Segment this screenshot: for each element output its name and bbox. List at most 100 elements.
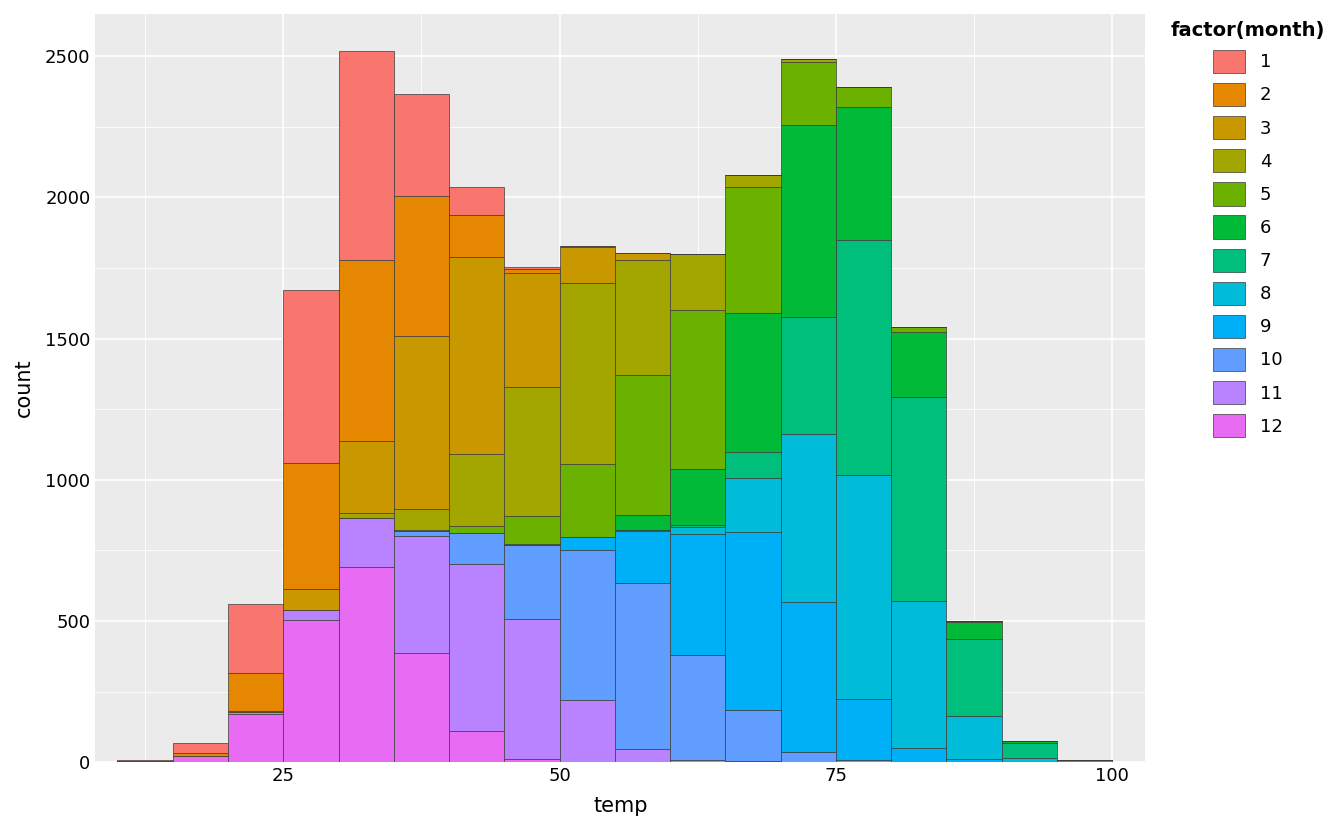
Bar — [228, 604, 284, 673]
Bar — [671, 656, 726, 759]
Bar — [616, 749, 671, 762]
Bar — [836, 240, 891, 475]
Bar — [449, 215, 504, 257]
Bar — [339, 518, 394, 519]
Bar — [836, 106, 891, 240]
Bar — [891, 749, 946, 762]
Bar — [394, 652, 449, 762]
Bar — [616, 530, 671, 583]
Bar — [891, 327, 946, 332]
Bar — [781, 62, 836, 124]
Bar — [394, 94, 449, 196]
Bar — [173, 753, 228, 755]
Bar — [671, 535, 726, 656]
Bar — [394, 336, 449, 509]
Bar — [339, 441, 394, 514]
Bar — [394, 509, 449, 530]
Bar — [504, 515, 559, 544]
Bar — [339, 519, 394, 567]
Bar — [228, 710, 284, 712]
Bar — [449, 187, 504, 215]
Bar — [781, 434, 836, 602]
Bar — [1001, 758, 1056, 762]
Bar — [671, 254, 726, 310]
Bar — [781, 752, 836, 762]
Bar — [781, 124, 836, 317]
Bar — [559, 536, 616, 537]
Bar — [559, 537, 616, 549]
Bar — [559, 246, 616, 247]
Bar — [671, 527, 726, 535]
Bar — [504, 269, 559, 273]
Bar — [284, 462, 339, 589]
Bar — [394, 531, 449, 535]
Bar — [284, 290, 339, 462]
Bar — [117, 761, 173, 762]
Bar — [559, 247, 616, 283]
Bar — [836, 87, 891, 106]
Bar — [726, 452, 781, 478]
Bar — [173, 743, 228, 753]
Bar — [394, 196, 449, 336]
Bar — [339, 51, 394, 260]
Bar — [173, 755, 228, 762]
Bar — [559, 464, 616, 536]
Bar — [228, 712, 284, 714]
Bar — [449, 257, 504, 454]
Bar — [726, 532, 781, 710]
Bar — [616, 515, 671, 530]
Bar — [781, 317, 836, 434]
Bar — [449, 525, 504, 533]
Bar — [504, 388, 559, 515]
Bar — [836, 475, 891, 699]
Bar — [228, 714, 284, 762]
Bar — [559, 283, 616, 464]
Bar — [946, 622, 1001, 639]
Bar — [616, 375, 671, 515]
Bar — [504, 618, 559, 759]
Bar — [1001, 743, 1056, 758]
Bar — [726, 175, 781, 187]
Bar — [284, 589, 339, 610]
Legend: 1, 2, 3, 4, 5, 6, 7, 8, 9, 10, 11, 12: 1, 2, 3, 4, 5, 6, 7, 8, 9, 10, 11, 12 — [1165, 16, 1331, 443]
Bar — [836, 760, 891, 762]
Bar — [891, 601, 946, 749]
Bar — [726, 761, 781, 762]
Bar — [836, 699, 891, 760]
Bar — [946, 639, 1001, 715]
Bar — [891, 397, 946, 601]
Bar — [726, 313, 781, 452]
Bar — [504, 759, 559, 762]
Bar — [671, 525, 726, 527]
Bar — [726, 710, 781, 761]
Bar — [616, 253, 671, 260]
Bar — [726, 478, 781, 532]
Bar — [504, 545, 559, 618]
Bar — [449, 454, 504, 525]
Bar — [726, 187, 781, 313]
Bar — [449, 731, 504, 762]
Bar — [228, 673, 284, 710]
Bar — [1001, 740, 1056, 743]
Bar — [781, 602, 836, 752]
Bar — [339, 567, 394, 762]
Bar — [671, 469, 726, 525]
Bar — [339, 514, 394, 518]
Bar — [616, 260, 671, 375]
Bar — [946, 759, 1001, 762]
Bar — [671, 759, 726, 762]
Bar — [559, 549, 616, 700]
Bar — [339, 260, 394, 441]
Bar — [891, 332, 946, 397]
Bar — [559, 700, 616, 762]
Bar — [781, 58, 836, 62]
Bar — [394, 535, 449, 652]
Bar — [946, 715, 1001, 759]
Bar — [1056, 760, 1113, 762]
Bar — [616, 583, 671, 749]
Bar — [284, 610, 339, 620]
Bar — [449, 564, 504, 731]
Bar — [284, 620, 339, 762]
Bar — [671, 310, 726, 469]
Bar — [504, 266, 559, 269]
